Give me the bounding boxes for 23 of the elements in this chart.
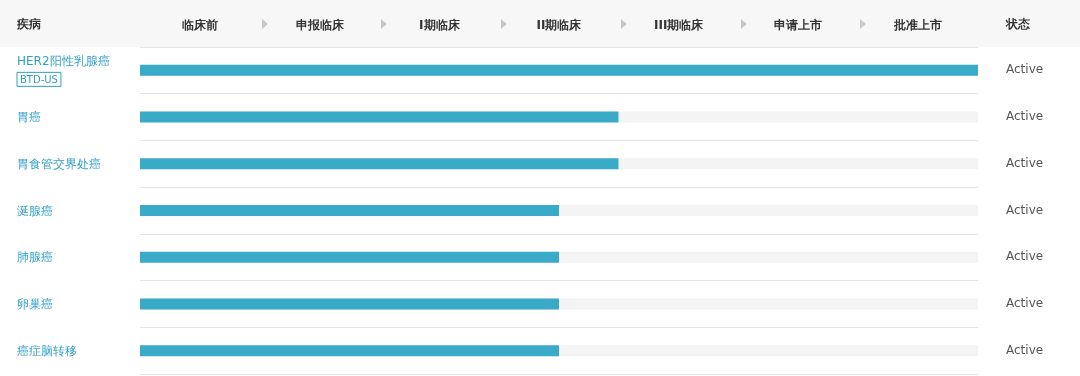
text: Active <box>1006 295 1044 310</box>
text: I期临床 <box>419 18 461 32</box>
text: Active <box>1006 62 1044 77</box>
text: 批准上市 <box>893 18 943 32</box>
y-tick-label: 癌症脑转移 <box>17 343 77 358</box>
text: 申报临床 <box>295 18 345 32</box>
text: Active <box>1006 249 1044 264</box>
y-axis-title: 疾病 <box>16 17 41 31</box>
y-tick-label: 卵巢癌 <box>17 296 53 311</box>
y-tick-label: HER2阳性乳腺癌 BTD-US <box>17 54 110 85</box>
y-tick-label: 涎腺癌 <box>17 203 53 218</box>
text: 申请上市 <box>774 18 823 32</box>
text: Active <box>1006 109 1044 124</box>
text: Active <box>1006 342 1044 357</box>
text: 临床前 <box>181 18 218 32</box>
y-tick-label: 胃食管交界处癌 <box>17 156 101 171</box>
y2-axis-title: 状态 <box>1005 17 1031 31</box>
text: Active <box>1006 155 1044 170</box>
text: III期临床 <box>654 18 705 32</box>
text: II期临床 <box>536 18 583 32</box>
text: Active <box>1006 202 1044 217</box>
y-tick-label: 胃癌 <box>17 110 41 125</box>
y-tick-label: 肺腺癌 <box>17 250 53 265</box>
